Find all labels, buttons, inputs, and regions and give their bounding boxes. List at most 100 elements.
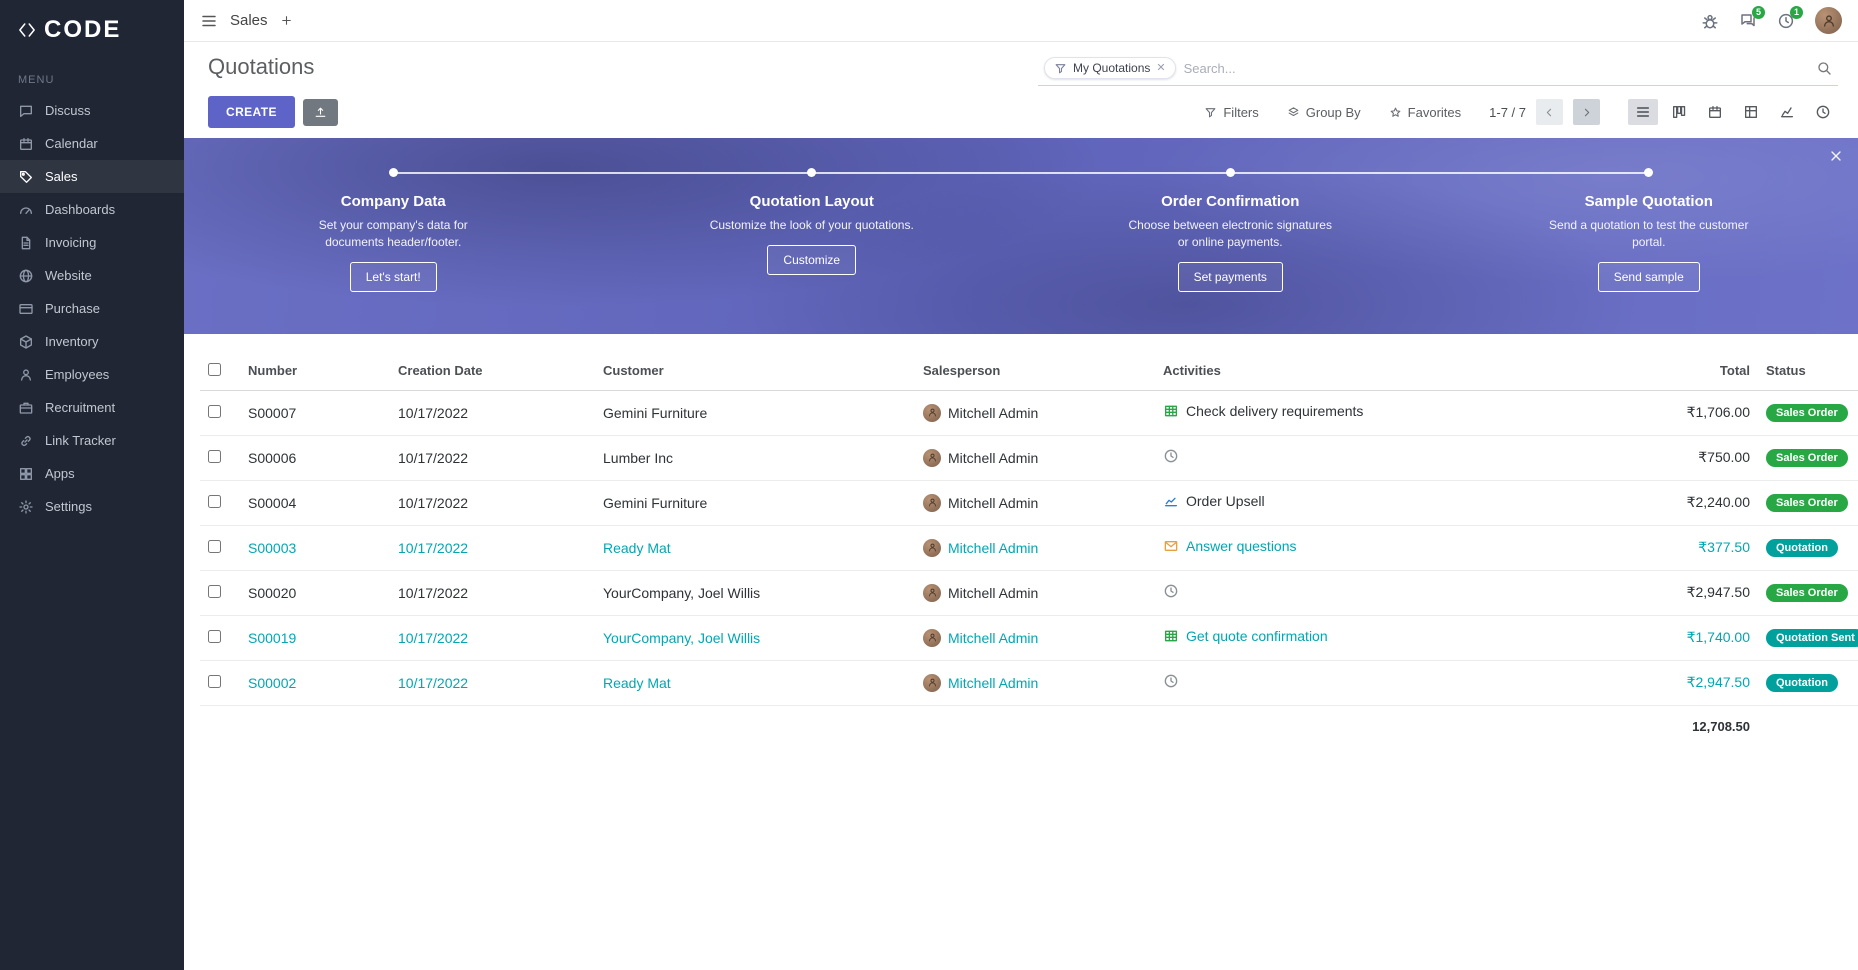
salesperson-avatar	[923, 493, 941, 512]
sidebar-item-inventory[interactable]: Inventory	[0, 325, 184, 358]
clock-icon[interactable]	[1163, 673, 1179, 689]
step-title: Quotation Layout	[749, 193, 874, 210]
activity-label[interactable]: Order Upsell	[1186, 493, 1265, 509]
activities-clock-icon[interactable]: 1	[1777, 5, 1803, 30]
view-activity-button[interactable]	[1808, 99, 1838, 125]
group-by-button[interactable]: Group By	[1287, 105, 1361, 120]
app-title[interactable]: Sales	[230, 12, 268, 29]
spreadsheet-icon[interactable]	[1163, 628, 1179, 644]
search-bar[interactable]: My Quotations ✕	[1038, 54, 1838, 86]
favorites-button[interactable]: Favorites	[1389, 105, 1461, 120]
sidebar-item-settings[interactable]: Settings	[0, 490, 184, 523]
row-checkbox[interactable]	[208, 449, 221, 463]
debug-bug-icon[interactable]	[1701, 12, 1719, 30]
column-header-customer[interactable]: Customer	[595, 352, 915, 391]
employees-icon	[18, 367, 34, 383]
status-badge: Sales Order	[1766, 404, 1848, 422]
column-header-status[interactable]: Status	[1758, 352, 1858, 391]
step-action-button[interactable]: Set payments	[1177, 261, 1283, 292]
step-action-button[interactable]: Customize	[767, 244, 857, 275]
messages-icon[interactable]: 5	[1739, 5, 1765, 30]
banner-close-icon[interactable]	[1828, 148, 1844, 164]
view-graph-button[interactable]	[1772, 99, 1802, 125]
new-tab-plus-icon[interactable]	[280, 14, 293, 27]
cell-checkbox	[200, 615, 240, 661]
sidebar-item-employees[interactable]: Employees	[0, 358, 184, 391]
salesperson-name: Mitchell Admin	[948, 404, 1039, 421]
sidebar-item-purchase[interactable]: Purchase	[0, 292, 184, 325]
step-action-button[interactable]: Send sample	[1597, 261, 1700, 292]
main-area: Sales 5 1	[184, 0, 1858, 970]
column-header-salesperson[interactable]: Salesperson	[915, 352, 1155, 391]
menu-toggle-icon[interactable]	[200, 12, 218, 30]
clock-icon[interactable]	[1163, 583, 1179, 599]
view-kanban-button[interactable]	[1664, 99, 1694, 125]
table-row[interactable]: S00007 10/17/2022 Gemini Furniture Mitchell…	[200, 390, 1858, 436]
row-checkbox[interactable]	[208, 674, 221, 688]
search-input[interactable]	[1183, 60, 1808, 76]
header-checkbox-cell	[200, 352, 240, 391]
view-calendar-button[interactable]	[1700, 99, 1730, 125]
table-row[interactable]: S00004 10/17/2022 Gemini Furniture Mitchell…	[200, 480, 1858, 526]
brand-logo[interactable]: CODE	[0, 0, 184, 58]
table-row[interactable]: S00002 10/17/2022 Ready Mat Mitchell Admin ₹…	[200, 660, 1858, 706]
pager-previous-button[interactable]	[1536, 99, 1563, 125]
topbar: Sales 5 1	[184, 0, 1858, 42]
sidebar-item-sales[interactable]: Sales	[0, 160, 184, 193]
funnel-icon	[1205, 107, 1216, 117]
activity-label[interactable]: Answer questions	[1186, 538, 1297, 554]
row-checkbox[interactable]	[208, 629, 221, 643]
cell-checkbox	[200, 570, 240, 616]
row-checkbox[interactable]	[208, 404, 221, 418]
cell-customer: YourCompany, Joel Willis	[595, 570, 915, 616]
row-checkbox[interactable]	[208, 584, 221, 598]
pager-range: 1-7 / 7	[1489, 104, 1526, 120]
cell-customer: YourCompany, Joel Willis	[595, 615, 915, 661]
cell-salesperson: Mitchell Admin	[915, 570, 1155, 616]
table-row[interactable]: S00006 10/17/2022 Lumber Inc Mitchell Admin…	[200, 435, 1858, 481]
cell-creation-date: 10/17/2022	[390, 525, 595, 571]
pager-next-button[interactable]	[1573, 99, 1600, 125]
sidebar-item-recruitment[interactable]: Recruitment	[0, 391, 184, 424]
sidebar-item-discuss[interactable]: Discuss	[0, 94, 184, 127]
step-title: Order Confirmation	[1161, 193, 1300, 210]
column-header-total[interactable]: Total	[1608, 352, 1758, 391]
sidebar-item-invoicing[interactable]: Invoicing	[0, 226, 184, 259]
table-row[interactable]: S00019 10/17/2022 YourCompany, Joel Willis…	[200, 615, 1858, 661]
clock-icon[interactable]	[1163, 448, 1179, 464]
cell-creation-date: 10/17/2022	[390, 390, 595, 436]
view-list-button[interactable]	[1628, 99, 1658, 125]
table-row[interactable]: S00003 10/17/2022 Ready Mat Mitchell Admin A…	[200, 525, 1858, 571]
step-title: Company Data	[340, 193, 446, 210]
activity-label[interactable]: Get quote confirmation	[1186, 628, 1328, 644]
table-row[interactable]: S00020 10/17/2022 YourCompany, Joel Willis…	[200, 570, 1858, 616]
column-header-activities[interactable]: Activities	[1155, 352, 1608, 391]
step-action-button[interactable]: Let's start!	[349, 261, 437, 292]
row-checkbox[interactable]	[208, 494, 221, 508]
select-all-checkbox[interactable]	[208, 362, 221, 376]
view-pivot-button[interactable]	[1736, 99, 1766, 125]
user-avatar[interactable]	[1815, 7, 1842, 34]
search-icon[interactable]	[1816, 60, 1832, 76]
sidebar-item-website[interactable]: Website	[0, 259, 184, 292]
step-description: Choose between electronic signatures or …	[1128, 218, 1332, 249]
export-button[interactable]	[302, 98, 338, 126]
column-header-creation-date[interactable]: Creation Date	[390, 352, 595, 391]
row-checkbox[interactable]	[208, 539, 221, 553]
cell-status: Quotation	[1758, 660, 1858, 706]
chart-icon[interactable]	[1163, 493, 1179, 509]
spreadsheet-icon[interactable]	[1163, 403, 1179, 419]
cell-number: S00003	[240, 525, 390, 571]
facet-remove-icon[interactable]: ✕	[1156, 61, 1166, 74]
search-facet[interactable]: My Quotations ✕	[1044, 57, 1176, 79]
activity-label[interactable]: Check delivery requirements	[1186, 403, 1364, 419]
filters-button[interactable]: Filters	[1204, 105, 1259, 120]
sidebar-item-calendar[interactable]: Calendar	[0, 127, 184, 160]
column-header-number[interactable]: Number	[240, 352, 390, 391]
envelope-icon[interactable]	[1163, 538, 1179, 554]
create-button[interactable]: CREATE	[208, 96, 295, 128]
sidebar-item-apps[interactable]: Apps	[0, 457, 184, 490]
status-badge: Quotation	[1766, 539, 1838, 557]
sidebar-item-dashboards[interactable]: Dashboards	[0, 193, 184, 226]
sidebar-item-link-tracker[interactable]: Link Tracker	[0, 424, 184, 457]
